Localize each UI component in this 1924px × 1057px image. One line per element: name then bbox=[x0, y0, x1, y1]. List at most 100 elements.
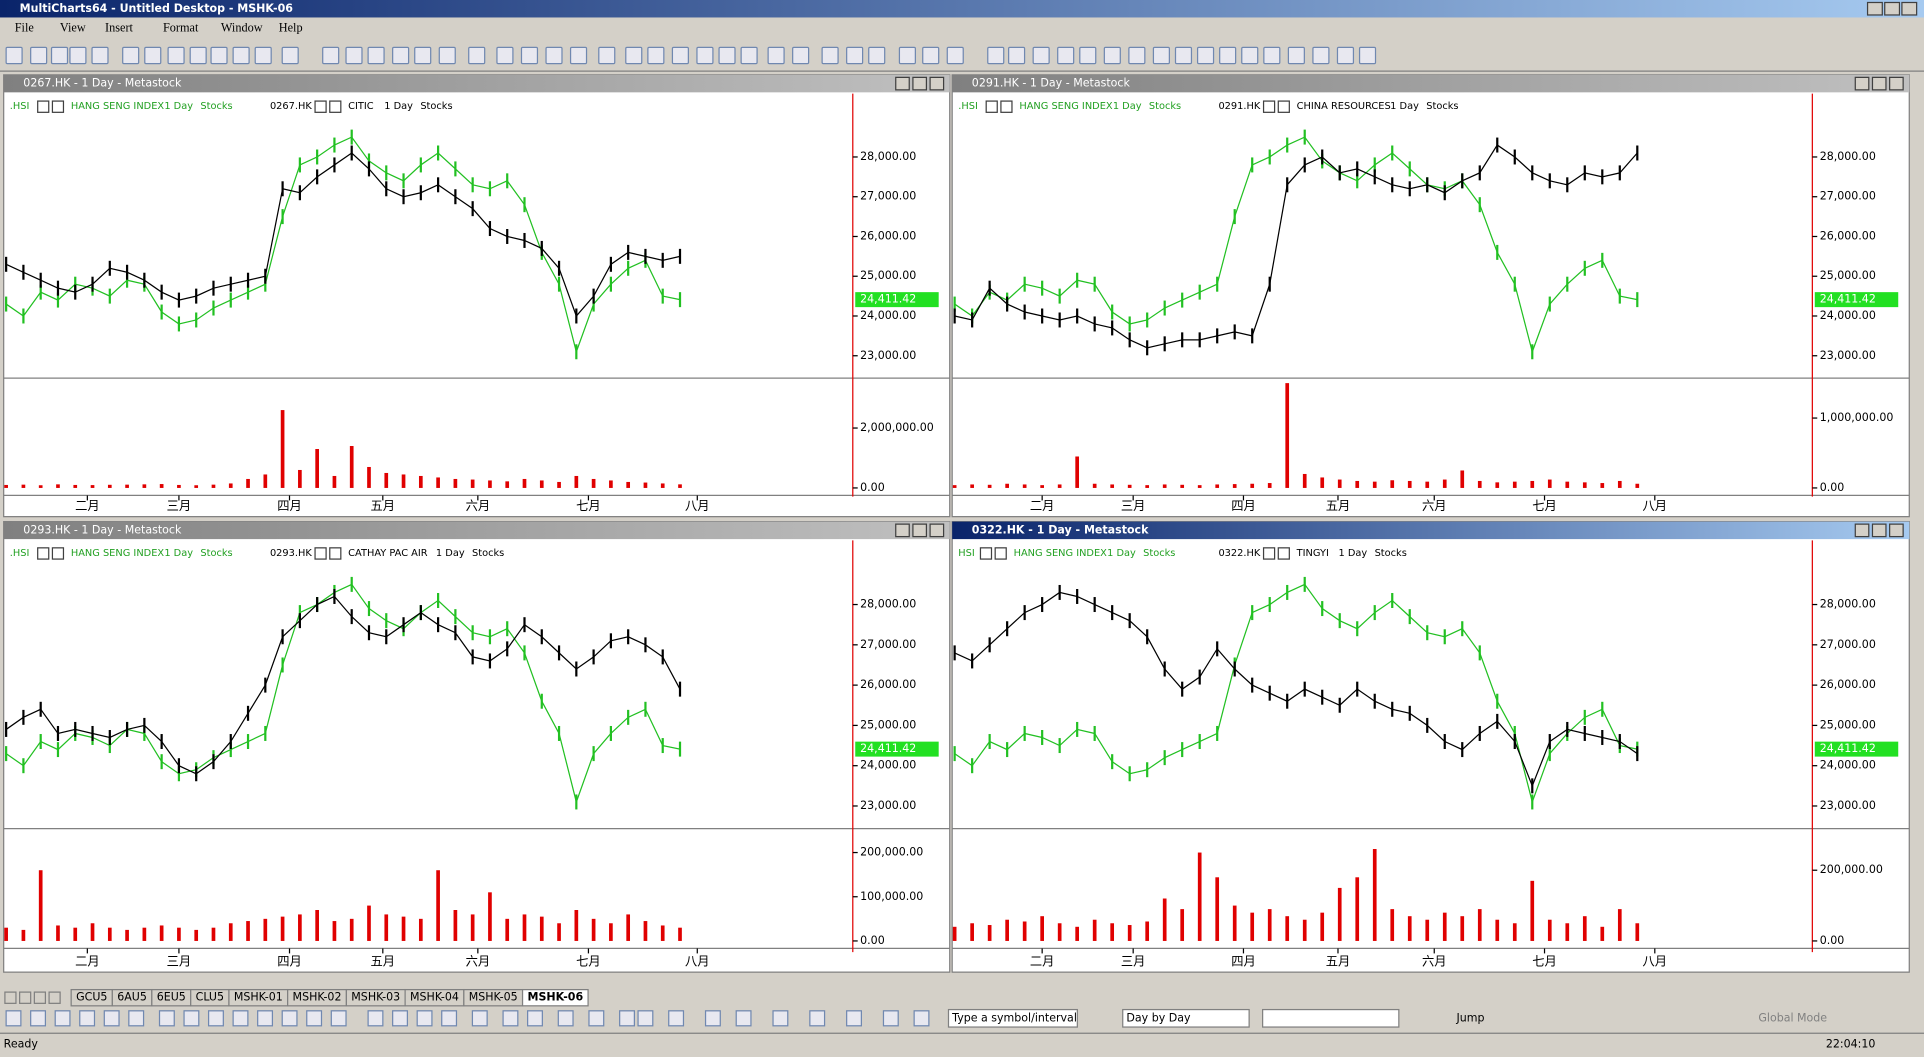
legend-dropdown[interactable] bbox=[51, 100, 65, 113]
sheet-tab-label[interactable]: MSHK-01 bbox=[234, 991, 283, 1004]
bottom-tool[interactable] bbox=[846, 1010, 862, 1027]
toolbar-button[interactable] bbox=[1287, 46, 1305, 65]
toolbar-button[interactable] bbox=[1263, 46, 1281, 65]
window-control[interactable] bbox=[1889, 523, 1904, 538]
toolbar-button[interactable] bbox=[5, 46, 23, 65]
toolbar-button[interactable] bbox=[1219, 46, 1237, 65]
toolbar-button[interactable] bbox=[392, 46, 410, 65]
toolbar-button[interactable] bbox=[210, 46, 228, 65]
date-input[interactable] bbox=[1262, 1008, 1400, 1028]
maximize-button[interactable] bbox=[1884, 1, 1901, 16]
toolbar-button[interactable] bbox=[367, 46, 385, 65]
minimize-button[interactable] bbox=[1866, 1, 1883, 16]
legend-dropdown[interactable] bbox=[314, 100, 327, 113]
toolbar-button[interactable] bbox=[414, 46, 432, 65]
window-control[interactable] bbox=[1871, 76, 1887, 91]
toolbar-button[interactable] bbox=[50, 46, 69, 65]
legend-dropdown[interactable] bbox=[979, 547, 993, 560]
symbol-input[interactable] bbox=[947, 1008, 1078, 1028]
toolbar-button[interactable] bbox=[647, 46, 665, 65]
bottom-tool[interactable] bbox=[772, 1010, 789, 1027]
bottom-tool[interactable] bbox=[128, 1010, 145, 1027]
bottom-tool[interactable] bbox=[471, 1010, 488, 1027]
legend-dropdown[interactable] bbox=[1277, 547, 1290, 560]
menu-item[interactable]: Format bbox=[163, 20, 199, 34]
menu-item[interactable]: Insert bbox=[105, 20, 133, 34]
toolbar-button[interactable] bbox=[1312, 46, 1330, 65]
window-control[interactable] bbox=[895, 523, 910, 538]
toolbar-button[interactable] bbox=[1174, 46, 1193, 65]
toolbar-button[interactable] bbox=[898, 46, 916, 65]
bottom-tool[interactable] bbox=[306, 1010, 323, 1027]
toolbar-button[interactable] bbox=[1358, 46, 1377, 65]
toolbar-button[interactable] bbox=[767, 46, 785, 65]
toolbar-button[interactable] bbox=[91, 46, 109, 65]
global-mode-button[interactable]: Global Mode bbox=[1758, 1011, 1827, 1024]
toolbar-button[interactable] bbox=[30, 46, 48, 65]
toolbar-button[interactable] bbox=[496, 46, 514, 65]
toolbar-button[interactable] bbox=[122, 46, 140, 65]
toolbar-button[interactable] bbox=[740, 46, 758, 65]
toolbar-button[interactable] bbox=[696, 46, 714, 65]
toolbar-button[interactable] bbox=[1008, 46, 1026, 65]
toolbar-button[interactable] bbox=[281, 46, 299, 65]
toolbar-button[interactable] bbox=[322, 46, 340, 65]
bottom-tool[interactable] bbox=[668, 1010, 685, 1027]
bottom-tool[interactable] bbox=[330, 1010, 347, 1027]
tab-scroll-button[interactable] bbox=[19, 991, 32, 1004]
toolbar-button[interactable] bbox=[1128, 46, 1146, 65]
toolbar-button[interactable] bbox=[598, 46, 616, 65]
window-control[interactable] bbox=[1854, 76, 1870, 91]
legend-dropdown[interactable] bbox=[1000, 100, 1013, 113]
legend-dropdown[interactable] bbox=[1262, 100, 1276, 113]
menu-item[interactable]: File bbox=[15, 20, 35, 34]
bottom-tool[interactable] bbox=[367, 1010, 384, 1027]
legend-dropdown[interactable] bbox=[1277, 100, 1290, 113]
toolbar-button[interactable] bbox=[232, 46, 250, 65]
toolbar-button[interactable] bbox=[1196, 46, 1215, 65]
sheet-tab[interactable] bbox=[521, 988, 589, 1007]
toolbar-button[interactable] bbox=[520, 46, 539, 65]
legend-dropdown[interactable] bbox=[994, 547, 1007, 560]
bottom-tool[interactable] bbox=[207, 1010, 224, 1027]
legend-dropdown[interactable] bbox=[37, 547, 50, 560]
bottom-tool[interactable] bbox=[619, 1010, 635, 1027]
toolbar-button[interactable] bbox=[792, 46, 810, 65]
toolbar-button[interactable] bbox=[438, 46, 456, 65]
window-control[interactable] bbox=[1871, 523, 1887, 538]
toolbar-button[interactable] bbox=[1241, 46, 1259, 65]
bottom-tool[interactable] bbox=[30, 1010, 47, 1027]
toolbar-button[interactable] bbox=[1336, 46, 1355, 65]
toolbar-button[interactable] bbox=[545, 46, 563, 65]
window-control[interactable] bbox=[1854, 523, 1870, 538]
window-control[interactable] bbox=[895, 76, 910, 91]
sheet-tab-label[interactable]: MSHK-05 bbox=[469, 991, 518, 1004]
bottom-tool[interactable] bbox=[392, 1010, 408, 1027]
toolbar-button[interactable] bbox=[1152, 46, 1170, 65]
menu-item[interactable]: Window bbox=[221, 20, 263, 34]
toolbar-button[interactable] bbox=[1103, 46, 1121, 65]
tab-scroll-button[interactable] bbox=[48, 991, 61, 1004]
bottom-tool[interactable] bbox=[103, 1010, 120, 1027]
toolbar-button[interactable] bbox=[625, 46, 643, 65]
legend-dropdown[interactable] bbox=[314, 547, 327, 560]
legend-dropdown[interactable] bbox=[329, 547, 342, 560]
sheet-tab-label[interactable]: 6EU5 bbox=[157, 991, 186, 1004]
bottom-tool[interactable] bbox=[588, 1010, 605, 1027]
legend-dropdown[interactable] bbox=[985, 100, 998, 113]
toolbar-button[interactable] bbox=[846, 46, 864, 65]
menu-item[interactable]: View bbox=[60, 20, 86, 34]
bottom-tool[interactable] bbox=[704, 1010, 721, 1027]
toolbar-button[interactable] bbox=[1079, 46, 1097, 65]
toolbar-button[interactable] bbox=[922, 46, 940, 65]
bottom-tool[interactable] bbox=[913, 1010, 930, 1027]
tab-scroll-button[interactable] bbox=[4, 991, 17, 1004]
bottom-tool[interactable] bbox=[54, 1010, 71, 1027]
legend-dropdown[interactable] bbox=[329, 100, 342, 113]
toolbar-button[interactable] bbox=[569, 46, 588, 65]
bottom-tool[interactable] bbox=[557, 1010, 574, 1027]
bottom-tool[interactable] bbox=[882, 1010, 899, 1027]
toolbar-button[interactable] bbox=[254, 46, 272, 65]
sheet-tab-label[interactable]: GCU5 bbox=[76, 991, 107, 1004]
bottom-tool[interactable] bbox=[158, 1010, 175, 1027]
